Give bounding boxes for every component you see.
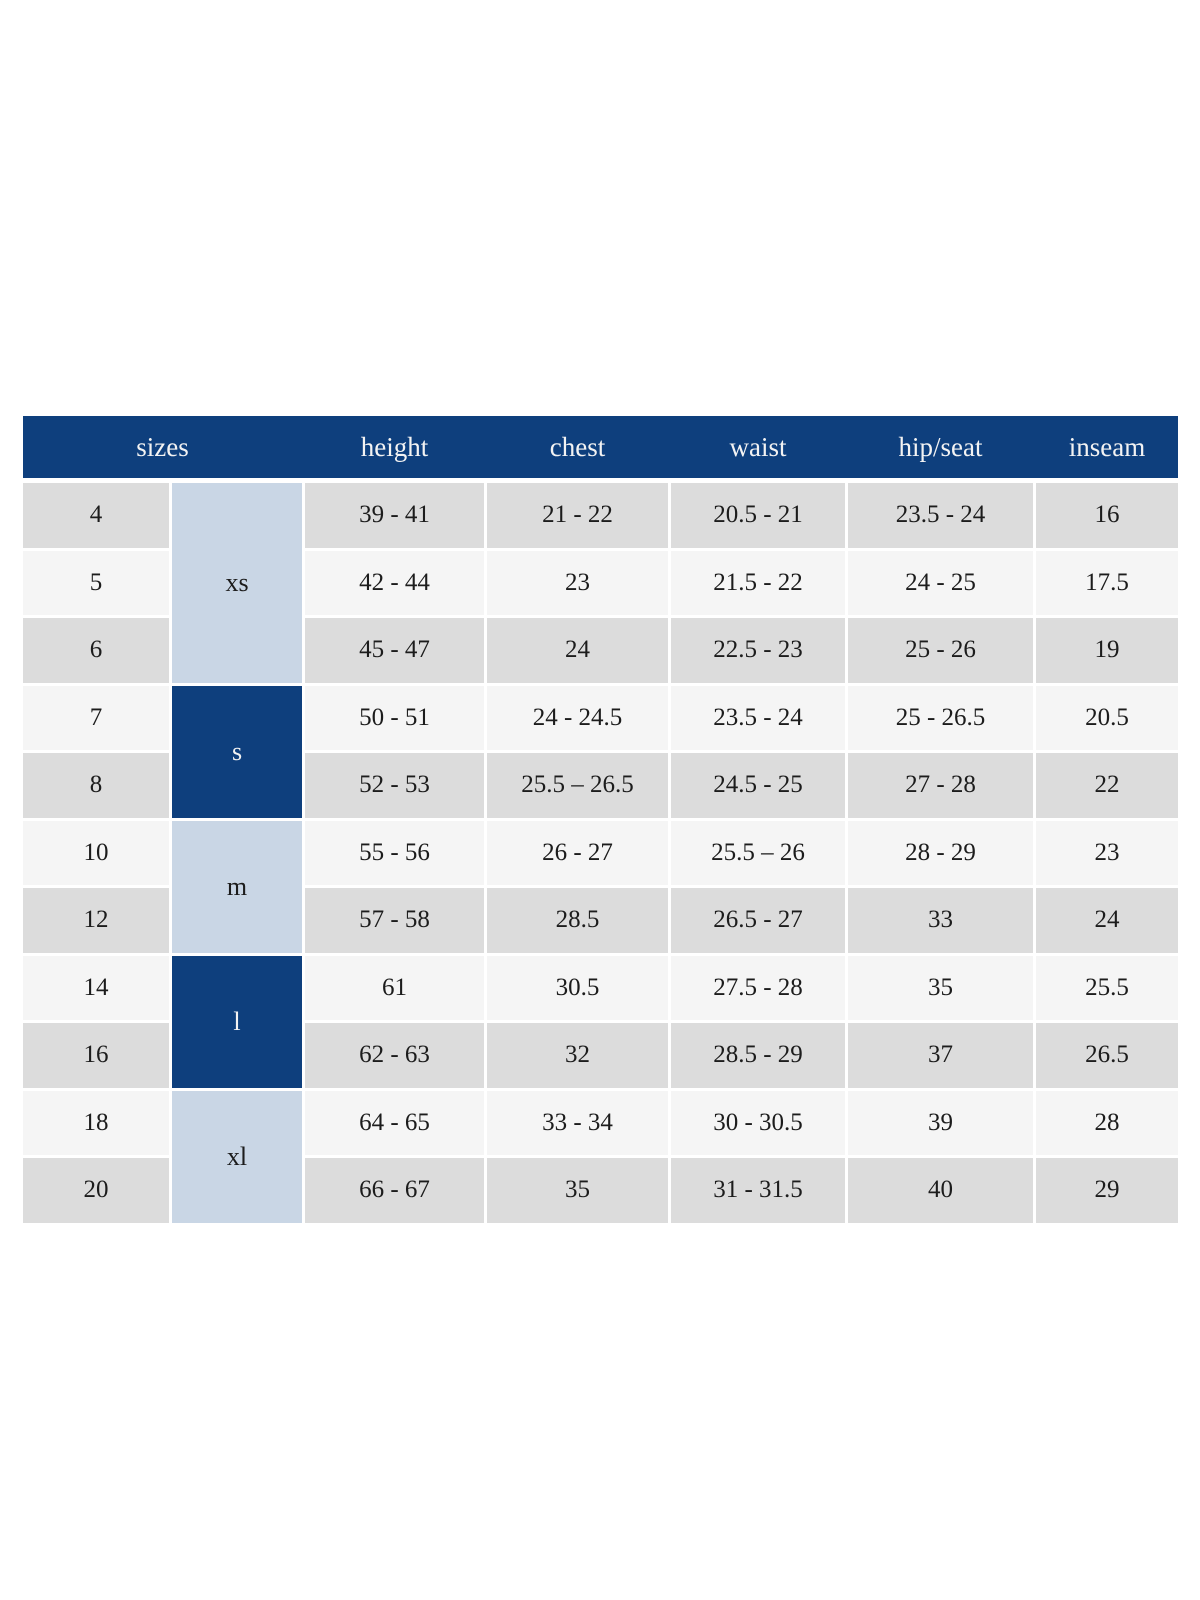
measurement-cell-height: 50 - 51 — [305, 685, 484, 750]
measurement-cell-waist: 28.5 - 29 — [671, 1023, 845, 1088]
measurement-cell-inseam: 17.5 — [1036, 550, 1178, 615]
size-group-cell-s: s — [172, 685, 302, 818]
measurement-cell-height: 52 - 53 — [305, 753, 484, 818]
measurement-cell-chest: 35 — [487, 1158, 668, 1223]
measurement-cell-hip-seat: 37 — [848, 1023, 1033, 1088]
measurement-cell-waist: 26.5 - 27 — [671, 888, 845, 953]
measurement-cell-height: 55 - 56 — [305, 820, 484, 885]
measurement-cell-chest: 24 — [487, 618, 668, 683]
measurement-cell-chest: 26 - 27 — [487, 820, 668, 885]
column-header-waist: waist — [729, 431, 787, 462]
measurement-cell-hip-seat: 27 - 28 — [848, 753, 1033, 818]
measurement-cell-chest: 32 — [487, 1023, 668, 1088]
column-header-hip-seat: hip/seat — [898, 431, 983, 462]
measurement-cell-chest: 28.5 — [487, 888, 668, 953]
measurement-cell-hip-seat: 25 - 26.5 — [848, 685, 1033, 750]
measurement-cell-hip-seat: 40 — [848, 1158, 1033, 1223]
size-chart-header-row: sizes height chest waist hip/seat inseam — [23, 416, 1178, 478]
measurement-cell-chest: 24 - 24.5 — [487, 685, 668, 750]
measurement-cell-height: 39 - 41 — [305, 483, 484, 548]
measurement-cell-height: 57 - 58 — [305, 888, 484, 953]
measurement-cell-hip-seat: 35 — [848, 955, 1033, 1020]
measurement-cell-hip-seat: 23.5 - 24 — [848, 483, 1033, 548]
measurement-cell-height: 62 - 63 — [305, 1023, 484, 1088]
measurement-cell-chest: 33 - 34 — [487, 1090, 668, 1155]
measurement-cell-inseam: 19 — [1036, 618, 1178, 683]
measurement-cell-hip-seat: 24 - 25 — [848, 550, 1033, 615]
size-group-cell-l: l — [172, 955, 302, 1088]
size-cell: 18 — [23, 1090, 169, 1155]
measurement-cell-inseam: 16 — [1036, 483, 1178, 548]
column-header-chest: chest — [549, 431, 606, 462]
column-header-inseam: inseam — [1068, 431, 1146, 462]
measurement-cell-inseam: 23 — [1036, 820, 1178, 885]
size-cell: 16 — [23, 1023, 169, 1088]
measurement-cell-inseam: 20.5 — [1036, 685, 1178, 750]
column-header-height: height — [360, 431, 429, 462]
measurement-cell-waist: 21.5 - 22 — [671, 550, 845, 615]
size-group-cell-xl: xl — [172, 1090, 302, 1223]
measurement-cell-chest: 23 — [487, 550, 668, 615]
measurement-cell-waist: 23.5 - 24 — [671, 685, 845, 750]
measurement-cell-inseam: 28 — [1036, 1090, 1178, 1155]
measurement-cell-height: 64 - 65 — [305, 1090, 484, 1155]
size-group-cell-xs: xs — [172, 483, 302, 683]
size-cell: 10 — [23, 820, 169, 885]
measurement-cell-inseam: 26.5 — [1036, 1023, 1178, 1088]
size-cell: 5 — [23, 550, 169, 615]
measurement-cell-height: 42 - 44 — [305, 550, 484, 615]
measurement-cell-inseam: 22 — [1036, 753, 1178, 818]
measurement-cell-chest: 21 - 22 — [487, 483, 668, 548]
size-cell: 4 — [23, 483, 169, 548]
measurement-cell-inseam: 24 — [1036, 888, 1178, 953]
size-group-cell-m: m — [172, 820, 302, 953]
size-chart-body: 4 xs 39 - 41 21 - 22 20.5 - 21 23.5 - 24 16 5 42… — [23, 483, 1178, 1223]
measurement-cell-inseam: 29 — [1036, 1158, 1178, 1223]
column-header-sizes: sizes — [136, 431, 189, 462]
size-cell: 12 — [23, 888, 169, 953]
size-chart-table: sizes height chest waist hip/seat inseam… — [23, 416, 1178, 1223]
measurement-cell-hip-seat: 25 - 26 — [848, 618, 1033, 683]
measurement-cell-inseam: 25.5 — [1036, 955, 1178, 1020]
measurement-cell-waist: 27.5 - 28 — [671, 955, 845, 1020]
size-cell: 14 — [23, 955, 169, 1020]
size-cell: 8 — [23, 753, 169, 818]
measurement-cell-hip-seat: 33 — [848, 888, 1033, 953]
measurement-cell-height: 61 — [305, 955, 484, 1020]
measurement-cell-waist: 24.5 - 25 — [671, 753, 845, 818]
measurement-cell-waist: 31 - 31.5 — [671, 1158, 845, 1223]
size-cell: 6 — [23, 618, 169, 683]
measurement-cell-hip-seat: 39 — [848, 1090, 1033, 1155]
measurement-cell-height: 66 - 67 — [305, 1158, 484, 1223]
measurement-cell-waist: 22.5 - 23 — [671, 618, 845, 683]
measurement-cell-hip-seat: 28 - 29 — [848, 820, 1033, 885]
measurement-cell-chest: 25.5 – 26.5 — [487, 753, 668, 818]
size-cell: 20 — [23, 1158, 169, 1223]
measurement-cell-waist: 20.5 - 21 — [671, 483, 845, 548]
measurement-cell-waist: 30 - 30.5 — [671, 1090, 845, 1155]
size-cell: 7 — [23, 685, 169, 750]
measurement-cell-waist: 25.5 – 26 — [671, 820, 845, 885]
measurement-cell-chest: 30.5 — [487, 955, 668, 1020]
measurement-cell-height: 45 - 47 — [305, 618, 484, 683]
